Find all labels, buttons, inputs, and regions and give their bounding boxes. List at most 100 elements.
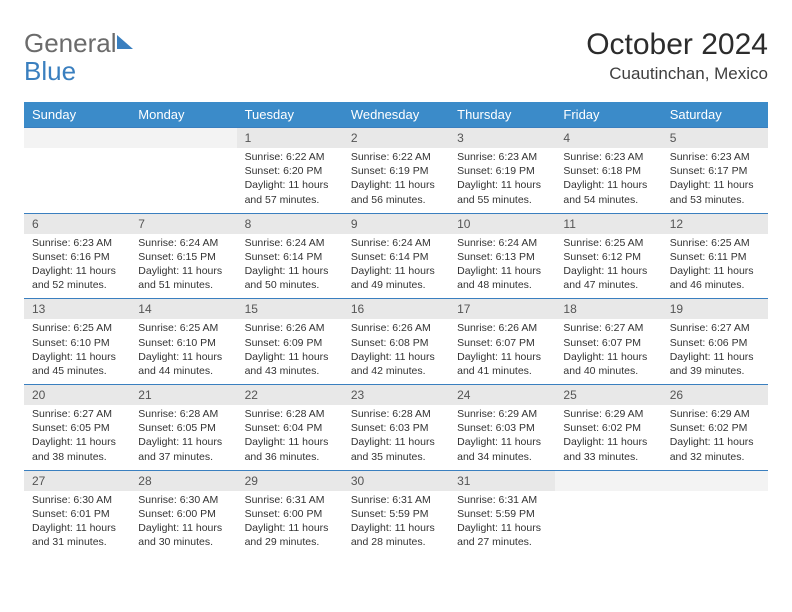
sunrise-text: Sunrise: 6:27 AM — [563, 321, 653, 335]
day-body: Sunrise: 6:25 AMSunset: 6:12 PMDaylight:… — [555, 234, 661, 299]
day-body: Sunrise: 6:24 AMSunset: 6:14 PMDaylight:… — [237, 234, 343, 299]
sunrise-text: Sunrise: 6:25 AM — [563, 236, 653, 250]
day-body: Sunrise: 6:22 AMSunset: 6:20 PMDaylight:… — [237, 148, 343, 213]
sunrise-text: Sunrise: 6:24 AM — [351, 236, 441, 250]
location-label: Cuautinchan, Mexico — [586, 64, 768, 84]
day-cell: 10Sunrise: 6:24 AMSunset: 6:13 PMDayligh… — [449, 213, 555, 299]
calendar-body: 1Sunrise: 6:22 AMSunset: 6:20 PMDaylight… — [24, 127, 768, 555]
day-number: 13 — [24, 298, 130, 319]
daylight-text: Daylight: 11 hours and 37 minutes. — [138, 435, 228, 463]
day-number: 4 — [555, 127, 661, 148]
day-number: 31 — [449, 470, 555, 491]
day-body: Sunrise: 6:25 AMSunset: 6:10 PMDaylight:… — [24, 319, 130, 384]
sunset-text: Sunset: 6:12 PM — [563, 250, 653, 264]
day-cell: 12Sunrise: 6:25 AMSunset: 6:11 PMDayligh… — [662, 213, 768, 299]
sunset-text: Sunset: 6:00 PM — [245, 507, 335, 521]
daylight-text: Daylight: 11 hours and 54 minutes. — [563, 178, 653, 206]
daylight-text: Daylight: 11 hours and 36 minutes. — [245, 435, 335, 463]
day-number: 24 — [449, 384, 555, 405]
sunset-text: Sunset: 6:15 PM — [138, 250, 228, 264]
day-body: Sunrise: 6:29 AMSunset: 6:02 PMDaylight:… — [662, 405, 768, 470]
daylight-text: Daylight: 11 hours and 28 minutes. — [351, 521, 441, 549]
day-cell: 29Sunrise: 6:31 AMSunset: 6:00 PMDayligh… — [237, 470, 343, 556]
header: General October 2024 Cuautinchan, Mexico — [24, 28, 768, 84]
day-cell: 18Sunrise: 6:27 AMSunset: 6:07 PMDayligh… — [555, 298, 661, 384]
day-cell: 14Sunrise: 6:25 AMSunset: 6:10 PMDayligh… — [130, 298, 236, 384]
daylight-text: Daylight: 11 hours and 53 minutes. — [670, 178, 760, 206]
daylight-text: Daylight: 11 hours and 27 minutes. — [457, 521, 547, 549]
sunrise-text: Sunrise: 6:23 AM — [670, 150, 760, 164]
sunset-text: Sunset: 6:19 PM — [351, 164, 441, 178]
day-cell: 22Sunrise: 6:28 AMSunset: 6:04 PMDayligh… — [237, 384, 343, 470]
day-number: 7 — [130, 213, 236, 234]
day-number: 22 — [237, 384, 343, 405]
day-number: 1 — [237, 127, 343, 148]
sunset-text: Sunset: 6:13 PM — [457, 250, 547, 264]
sunset-text: Sunset: 6:07 PM — [457, 336, 547, 350]
day-cell: 9Sunrise: 6:24 AMSunset: 6:14 PMDaylight… — [343, 213, 449, 299]
brand-part2: Blue — [24, 56, 76, 87]
daylight-text: Daylight: 11 hours and 55 minutes. — [457, 178, 547, 206]
day-number: 26 — [662, 384, 768, 405]
day-body: Sunrise: 6:26 AMSunset: 6:08 PMDaylight:… — [343, 319, 449, 384]
day-body: Sunrise: 6:31 AMSunset: 6:00 PMDaylight:… — [237, 491, 343, 556]
sunrise-text: Sunrise: 6:25 AM — [138, 321, 228, 335]
day-cell: 4Sunrise: 6:23 AMSunset: 6:18 PMDaylight… — [555, 127, 661, 213]
daylight-text: Daylight: 11 hours and 30 minutes. — [138, 521, 228, 549]
day-number: 15 — [237, 298, 343, 319]
day-number: 12 — [662, 213, 768, 234]
daylight-text: Daylight: 11 hours and 49 minutes. — [351, 264, 441, 292]
day-number — [555, 470, 661, 491]
daylight-text: Daylight: 11 hours and 34 minutes. — [457, 435, 547, 463]
sunset-text: Sunset: 6:16 PM — [32, 250, 122, 264]
sunset-text: Sunset: 6:03 PM — [457, 421, 547, 435]
calendar-head: SundayMondayTuesdayWednesdayThursdayFrid… — [24, 102, 768, 127]
sunrise-text: Sunrise: 6:23 AM — [457, 150, 547, 164]
daylight-text: Daylight: 11 hours and 42 minutes. — [351, 350, 441, 378]
day-body: Sunrise: 6:27 AMSunset: 6:05 PMDaylight:… — [24, 405, 130, 470]
sunrise-text: Sunrise: 6:30 AM — [138, 493, 228, 507]
sunset-text: Sunset: 6:19 PM — [457, 164, 547, 178]
day-body: Sunrise: 6:27 AMSunset: 6:07 PMDaylight:… — [555, 319, 661, 384]
day-number: 28 — [130, 470, 236, 491]
daylight-text: Daylight: 11 hours and 41 minutes. — [457, 350, 547, 378]
sunrise-text: Sunrise: 6:31 AM — [457, 493, 547, 507]
day-cell: 28Sunrise: 6:30 AMSunset: 6:00 PMDayligh… — [130, 470, 236, 556]
day-body: Sunrise: 6:24 AMSunset: 6:15 PMDaylight:… — [130, 234, 236, 299]
day-number: 16 — [343, 298, 449, 319]
day-cell: 17Sunrise: 6:26 AMSunset: 6:07 PMDayligh… — [449, 298, 555, 384]
day-cell: 13Sunrise: 6:25 AMSunset: 6:10 PMDayligh… — [24, 298, 130, 384]
dayheader-friday: Friday — [555, 102, 661, 127]
daylight-text: Daylight: 11 hours and 29 minutes. — [245, 521, 335, 549]
day-cell: 20Sunrise: 6:27 AMSunset: 6:05 PMDayligh… — [24, 384, 130, 470]
day-number: 8 — [237, 213, 343, 234]
day-cell: 24Sunrise: 6:29 AMSunset: 6:03 PMDayligh… — [449, 384, 555, 470]
sunset-text: Sunset: 6:14 PM — [351, 250, 441, 264]
sunrise-text: Sunrise: 6:26 AM — [351, 321, 441, 335]
day-number: 2 — [343, 127, 449, 148]
sunset-text: Sunset: 6:03 PM — [351, 421, 441, 435]
sunset-text: Sunset: 6:20 PM — [245, 164, 335, 178]
daylight-text: Daylight: 11 hours and 48 minutes. — [457, 264, 547, 292]
day-cell: 2Sunrise: 6:22 AMSunset: 6:19 PMDaylight… — [343, 127, 449, 213]
table-row: 6 Sunrise: 6:23 AMSunset: 6:16 PM Daylight… — [24, 213, 768, 299]
day-body: Sunrise: 6:30 AMSunset: 6:01 PMDaylight:… — [24, 491, 130, 556]
day-cell — [24, 127, 130, 213]
daylight-text: Daylight: 11 hours and 44 minutes. — [138, 350, 228, 378]
brand-triangle-icon — [117, 35, 133, 49]
daylight-text: Daylight: 11 hours and 38 minutes. — [32, 435, 122, 463]
sunrise-text: Sunrise: 6:28 AM — [138, 407, 228, 421]
day-number: 6 — [24, 213, 130, 234]
dayheader-tuesday: Tuesday — [237, 102, 343, 127]
sunrise-text: Sunrise: 6:23 AM — [32, 236, 122, 250]
calendar-table: SundayMondayTuesdayWednesdayThursdayFrid… — [24, 102, 768, 555]
day-number — [130, 127, 236, 148]
day-body: Sunrise: 6:24 AMSunset: 6:13 PMDaylight:… — [449, 234, 555, 299]
dayheader-monday: Monday — [130, 102, 236, 127]
sunset-text: Sunset: 6:14 PM — [245, 250, 335, 264]
daylight-text: Daylight: 11 hours and 47 minutes. — [563, 264, 653, 292]
day-number: 20 — [24, 384, 130, 405]
sunset-text: Sunset: 6:02 PM — [563, 421, 653, 435]
sunset-text: Sunset: 6:10 PM — [32, 336, 122, 350]
dayheader-wednesday: Wednesday — [343, 102, 449, 127]
